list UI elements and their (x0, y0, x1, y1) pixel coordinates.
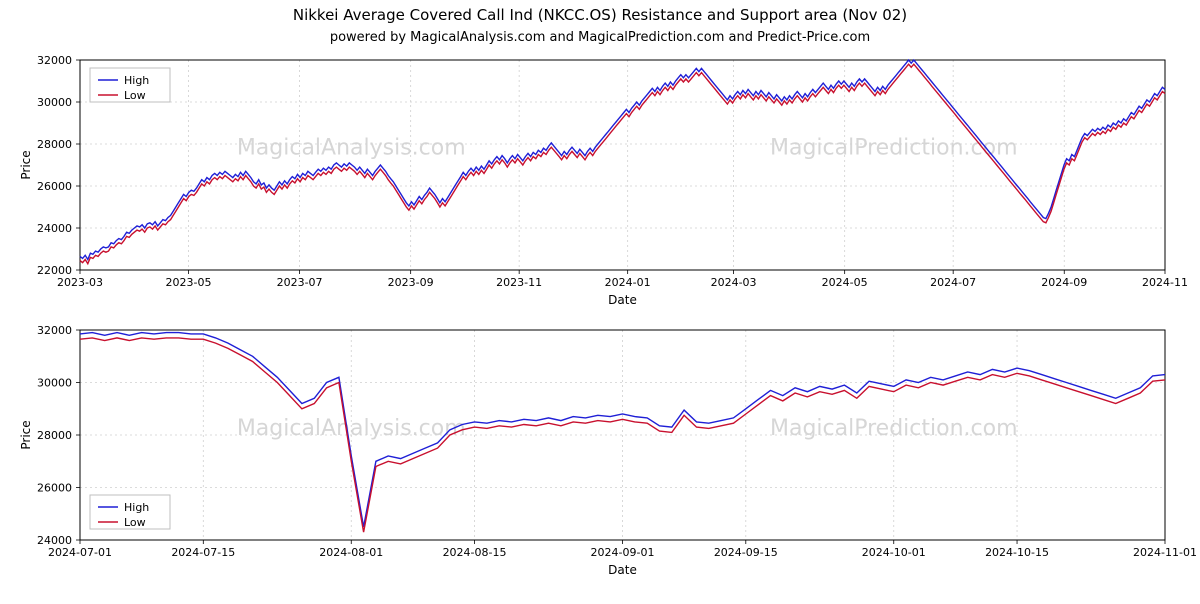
svg-text:30000: 30000 (37, 377, 72, 390)
svg-text:2023-07: 2023-07 (277, 276, 323, 289)
svg-text:MagicalAnalysis.com: MagicalAnalysis.com (237, 136, 466, 161)
svg-text:2023-09: 2023-09 (388, 276, 434, 289)
svg-text:Price: Price (19, 420, 33, 449)
svg-text:30000: 30000 (37, 96, 72, 109)
svg-text:Low: Low (124, 516, 146, 529)
svg-text:Price: Price (19, 150, 33, 179)
svg-text:High: High (124, 501, 149, 514)
svg-text:28000: 28000 (37, 429, 72, 442)
svg-text:Date: Date (608, 293, 637, 307)
chart-figure: Nikkei Average Covered Call Ind (NKCC.OS… (0, 0, 1200, 600)
svg-text:2024-11-01: 2024-11-01 (1133, 546, 1197, 559)
svg-text:2024-08-01: 2024-08-01 (319, 546, 383, 559)
svg-text:2024-07: 2024-07 (930, 276, 976, 289)
svg-text:2024-03: 2024-03 (711, 276, 757, 289)
top-chart-panel: 2200024000260002800030000320002023-03202… (19, 54, 1188, 307)
svg-text:High: High (124, 74, 149, 87)
legend: High Low (90, 68, 170, 102)
series-low-line (80, 64, 1165, 264)
svg-text:2023-03: 2023-03 (57, 276, 103, 289)
svg-text:2024-10-01: 2024-10-01 (862, 546, 926, 559)
svg-text:24000: 24000 (37, 222, 72, 235)
svg-text:2023-11: 2023-11 (496, 276, 542, 289)
svg-text:26000: 26000 (37, 482, 72, 495)
svg-text:2023-05: 2023-05 (166, 276, 212, 289)
legend: High Low (90, 495, 170, 529)
svg-text:32000: 32000 (37, 54, 72, 67)
svg-text:Low: Low (124, 89, 146, 102)
svg-text:2024-08-15: 2024-08-15 (443, 546, 507, 559)
svg-text:2024-09-15: 2024-09-15 (714, 546, 778, 559)
svg-text:2024-09: 2024-09 (1041, 276, 1087, 289)
svg-text:26000: 26000 (37, 180, 72, 193)
svg-text:28000: 28000 (37, 138, 72, 151)
svg-text:2024-05: 2024-05 (822, 276, 868, 289)
svg-text:2024-07-01: 2024-07-01 (48, 546, 112, 559)
svg-text:2024-07-15: 2024-07-15 (171, 546, 235, 559)
chart-title: Nikkei Average Covered Call Ind (NKCC.OS… (0, 6, 1200, 24)
svg-text:2024-11: 2024-11 (1142, 276, 1188, 289)
svg-text:2024-01: 2024-01 (605, 276, 651, 289)
svg-text:MagicalPrediction.com: MagicalPrediction.com (770, 416, 1018, 441)
svg-text:MagicalPrediction.com: MagicalPrediction.com (770, 136, 1018, 161)
svg-text:2024-09-01: 2024-09-01 (591, 546, 655, 559)
svg-text:Date: Date (608, 563, 637, 577)
svg-text:MagicalAnalysis.com: MagicalAnalysis.com (237, 416, 466, 441)
bottom-chart-panel: 24000260002800030000320002024-07-012024-… (19, 324, 1197, 577)
svg-text:2024-10-15: 2024-10-15 (985, 546, 1049, 559)
chart-svg: 2200024000260002800030000320002023-03202… (0, 0, 1200, 600)
chart-subtitle: powered by MagicalAnalysis.com and Magic… (0, 30, 1200, 45)
svg-text:32000: 32000 (37, 324, 72, 337)
